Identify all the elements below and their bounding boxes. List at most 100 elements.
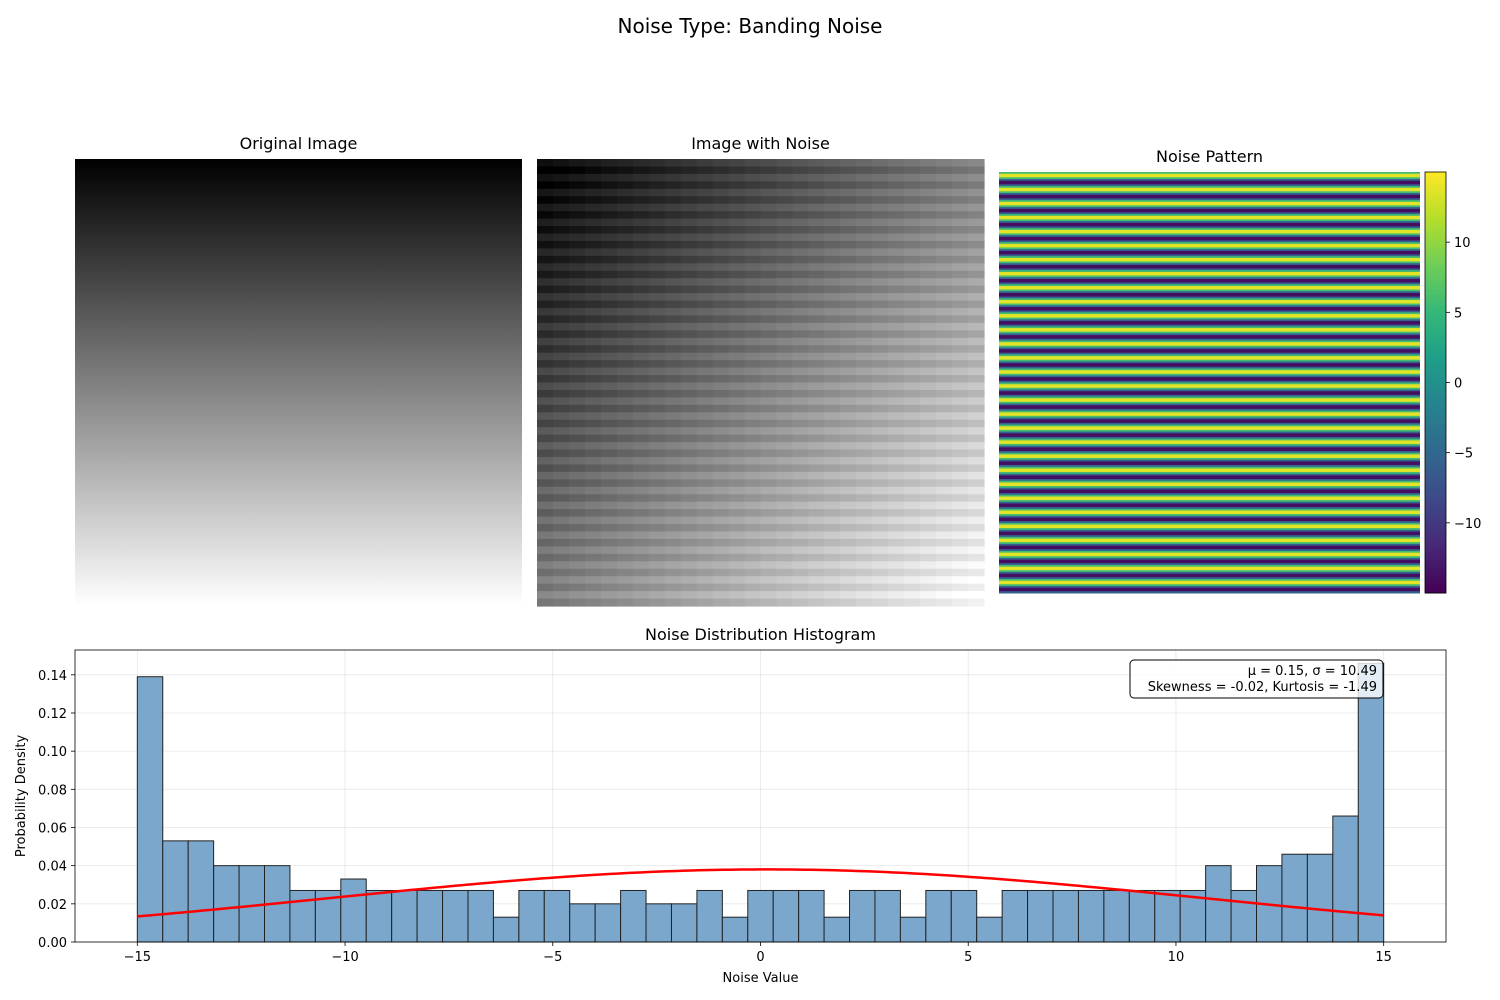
noisy-pixel-block <box>616 386 634 391</box>
noisy-pixel-block <box>537 378 554 384</box>
noisy-pixel-block <box>616 535 634 540</box>
noisy-pixel-block <box>584 512 602 518</box>
noisy-pixel-block <box>792 557 809 562</box>
noisy-pixel-block <box>776 535 794 540</box>
noisy-pixel-block <box>600 501 618 507</box>
noisy-pixel-block <box>568 274 586 279</box>
noisy-pixel-block <box>952 393 969 399</box>
noisy-pixel-block <box>904 576 921 581</box>
noise-pattern-row <box>999 421 1420 424</box>
noisy-pixel-block <box>552 218 570 223</box>
colorbar-segment <box>1425 470 1446 476</box>
noisy-pixel-block <box>920 244 937 250</box>
noisy-pixel-block <box>936 494 953 499</box>
noisy-pixel-block <box>744 408 762 413</box>
noisy-pixel-block <box>616 460 634 466</box>
noisy-pixel-block <box>808 553 825 559</box>
noisy-pixel-block <box>632 173 650 179</box>
noisy-pixel-block <box>760 263 778 268</box>
noisy-pixel-block <box>537 252 554 257</box>
noisy-pixel-block <box>696 501 714 507</box>
noisy-pixel-block <box>632 345 650 350</box>
noisy-pixel-block <box>537 524 554 529</box>
noise-pattern-row <box>999 526 1420 529</box>
noisy-pixel-block <box>968 494 985 499</box>
noisy-pixel-block <box>872 240 889 246</box>
noisy-pixel-block <box>936 430 953 436</box>
noisy-pixel-block <box>872 304 889 309</box>
noisy-pixel-block <box>936 602 953 607</box>
noisy-pixel-block <box>856 583 873 588</box>
noisy-pixel-block <box>840 203 857 209</box>
noisy-pixel-block <box>600 483 618 488</box>
noisy-pixel-block <box>824 457 841 462</box>
noisy-pixel-block <box>760 218 778 223</box>
noisy-pixel-block <box>936 360 953 365</box>
noisy-pixel-block <box>744 471 762 477</box>
noisy-pixel-block <box>616 248 634 253</box>
noisy-pixel-block <box>680 181 698 186</box>
noisy-pixel-block <box>792 289 809 294</box>
noisy-pixel-block <box>808 356 825 361</box>
noise-pattern-row <box>999 205 1420 208</box>
noisy-pixel-block <box>776 185 794 190</box>
noisy-pixel-block <box>904 553 921 559</box>
noisy-pixel-block <box>840 293 857 298</box>
noisy-pixel-block <box>968 330 985 335</box>
noisy-pixel-block <box>952 300 969 305</box>
noisy-pixel-block <box>792 535 809 540</box>
noisy-pixel-block <box>537 397 554 402</box>
noisy-pixel-block <box>584 267 602 272</box>
noisy-pixel-block <box>744 438 762 443</box>
noisy-pixel-block <box>616 203 634 209</box>
noisy-pixel-block <box>632 177 650 182</box>
noisy-pixel-block <box>760 211 778 216</box>
noisy-pixel-block <box>856 457 873 462</box>
noisy-pixel-block <box>840 430 857 436</box>
noisy-pixel-block <box>568 311 586 317</box>
noisy-pixel-block <box>888 553 905 559</box>
noisy-pixel-block <box>840 259 857 264</box>
noisy-pixel-block <box>616 296 634 302</box>
noisy-pixel-block <box>808 188 825 194</box>
noisy-pixel-block <box>872 594 889 600</box>
noisy-pixel-block <box>728 229 746 235</box>
noisy-pixel-block <box>792 579 809 585</box>
noisy-pixel-block <box>904 304 921 309</box>
noisy-pixel-block <box>856 509 873 514</box>
noisy-pixel-block <box>776 404 794 410</box>
noisy-pixel-block <box>537 248 554 253</box>
noisy-pixel-block <box>712 334 730 339</box>
noisy-pixel-block <box>792 360 809 365</box>
noisy-pixel-block <box>760 289 778 294</box>
noisy-pixel-block <box>584 490 602 495</box>
noisy-pixel-block <box>728 289 746 294</box>
noisy-pixel-block <box>600 591 618 596</box>
noisy-pixel-block <box>888 226 905 231</box>
noisy-pixel-block <box>632 572 650 577</box>
noisy-pixel-block <box>552 524 570 529</box>
noisy-pixel-block <box>664 550 682 555</box>
noisy-pixel-block <box>600 457 618 462</box>
noisy-pixel-block <box>616 345 634 350</box>
noisy-pixel-block <box>584 319 602 324</box>
noisy-pixel-block <box>664 267 682 272</box>
noisy-pixel-block <box>568 583 586 588</box>
noisy-pixel-block <box>824 524 841 529</box>
noisy-pixel-block <box>712 486 730 492</box>
noisy-pixel-block <box>808 453 825 458</box>
noisy-pixel-block <box>696 579 714 585</box>
noisy-pixel-block <box>824 352 841 358</box>
noisy-pixel-block <box>552 442 570 447</box>
noisy-pixel-block <box>552 591 570 596</box>
noisy-pixel-block <box>696 229 714 235</box>
noisy-pixel-block <box>537 196 554 201</box>
noisy-pixel-block <box>872 289 889 294</box>
noisy-pixel-block <box>888 311 905 317</box>
noisy-pixel-block <box>600 211 618 216</box>
noisy-pixel-block <box>872 542 889 547</box>
noisy-pixel-block <box>936 572 953 577</box>
noisy-pixel-block <box>904 419 921 425</box>
noisy-pixel-block <box>936 393 953 399</box>
